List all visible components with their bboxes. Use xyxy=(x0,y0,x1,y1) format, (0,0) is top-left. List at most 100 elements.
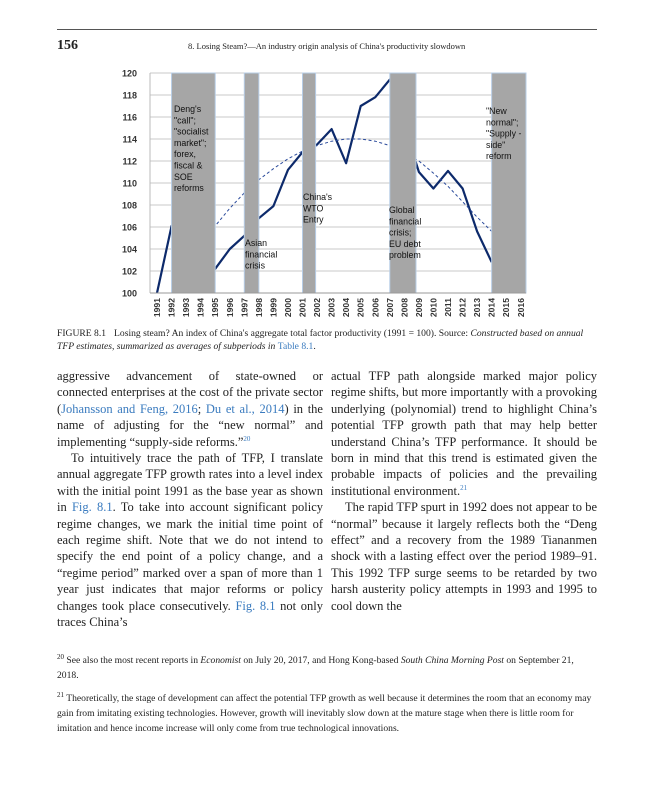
footnote-ref[interactable]: 20 xyxy=(243,434,251,443)
body-columns: aggressive advancement of state-owned or… xyxy=(57,368,597,631)
text-run: on September 21, 2018. xyxy=(57,654,574,681)
tfp-index-chart: 100102104106108110112114116118120Deng's"… xyxy=(122,69,527,317)
paragraph: aggressive advancement of state-owned or… xyxy=(57,368,323,450)
italic-text: Economist xyxy=(200,654,241,666)
y-tick-label: 114 xyxy=(122,135,137,145)
figure-caption: FIGURE 8.1 Losing steam? An index of Chin… xyxy=(57,327,597,353)
italic-text: South China Morning Post xyxy=(400,654,504,666)
citation-link[interactable]: Johansson and Feng, 2016 xyxy=(61,401,198,416)
x-tick-label: 2010 xyxy=(428,298,438,317)
x-tick-label: 2008 xyxy=(399,298,409,317)
x-tick-label: 1996 xyxy=(225,298,235,317)
x-tick-label: 2002 xyxy=(312,298,322,317)
x-tick-label: 2015 xyxy=(501,298,511,317)
caption-source: Constructed based on annual TFP estimate… xyxy=(57,328,584,352)
y-tick-label: 100 xyxy=(122,289,137,299)
x-tick-label: 1998 xyxy=(254,298,264,317)
x-tick-label: 1993 xyxy=(181,298,191,317)
regime-annotation: side" xyxy=(486,140,505,150)
shaded-regime-period xyxy=(302,72,317,294)
footnote-number: 20 xyxy=(57,652,64,661)
regime-annotation: reforms xyxy=(174,183,204,193)
regime-annotation: fiscal & xyxy=(174,161,202,171)
regime-annotation: Asian xyxy=(245,238,267,248)
regime-annotation: "New xyxy=(486,106,507,116)
y-tick-label: 102 xyxy=(122,267,137,277)
regime-annotation: crisis; xyxy=(389,228,411,238)
caption-end: . xyxy=(313,341,316,352)
x-tick-label: 2000 xyxy=(283,298,293,317)
caption-text: Losing steam? An index of China's aggreg… xyxy=(114,328,471,339)
x-tick-label: 2009 xyxy=(414,298,424,317)
x-tick-label: 1994 xyxy=(196,298,206,317)
regime-annotation: crisis xyxy=(245,261,266,271)
citation-link[interactable]: Du et al., 2014 xyxy=(205,401,285,416)
text-run: To intuitively trace the path of TFP, I … xyxy=(57,451,323,515)
text-run: on July 20, 2017, and Hong Kong-based xyxy=(240,654,401,666)
regime-annotation: financial xyxy=(389,216,421,226)
footnote-ref[interactable]: 21 xyxy=(460,483,468,492)
regime-annotation: forex, xyxy=(174,149,196,159)
running-head: 8. Losing Steam?—An industry origin anal… xyxy=(188,41,466,51)
text-run: not only traces China’s xyxy=(57,598,324,630)
x-tick-label: 2004 xyxy=(341,298,351,317)
regime-annotation: China's xyxy=(303,192,333,202)
text-run: See also the most recent reports in xyxy=(66,654,201,666)
header-rule xyxy=(57,29,597,30)
footnote-21: 21 Theoretically, the stage of developme… xyxy=(57,691,597,736)
y-tick-label: 106 xyxy=(122,223,137,233)
regime-annotation: Deng's xyxy=(174,104,202,114)
citation-link[interactable]: Fig. 8.1 xyxy=(71,500,113,515)
text-run: aggressive advancement of state-owned or… xyxy=(57,369,323,416)
text-run: ; xyxy=(197,401,206,416)
y-tick-label: 110 xyxy=(122,179,137,189)
body-flow: aggressive advancement of state-owned or… xyxy=(57,368,597,744)
shaded-regime-period xyxy=(491,72,527,294)
regime-annotation: Entry xyxy=(303,215,324,225)
paragraph: To intuitively trace the path of TFP, I … xyxy=(57,450,323,630)
footnote-20: 20 See also the most recent reports in E… xyxy=(57,653,597,683)
y-tick-label: 112 xyxy=(122,157,137,167)
y-tick-label: 104 xyxy=(122,245,137,255)
regime-annotation: normal"; xyxy=(486,117,518,127)
footnotes: 20 See also the most recent reports in E… xyxy=(57,653,597,744)
regime-annotation: "call"; xyxy=(174,115,196,125)
regime-annotation: EU debt xyxy=(389,239,421,249)
text-run: The rapid TFP spurt in 1992 does not app… xyxy=(331,500,597,613)
shaded-regime-period xyxy=(171,72,216,294)
body-column-left: aggressive advancement of state-owned or… xyxy=(57,368,323,631)
x-tick-label: 2012 xyxy=(458,298,468,317)
x-tick-label: 1991 xyxy=(152,298,162,317)
x-tick-label: 2005 xyxy=(356,298,366,317)
footnote-number: 21 xyxy=(57,690,64,699)
x-tick-label: 2013 xyxy=(472,298,482,317)
table-link[interactable]: Table 8.1 xyxy=(277,341,314,352)
y-tick-label: 118 xyxy=(122,91,137,101)
x-tick-label: 1992 xyxy=(167,298,177,317)
regime-annotation: "socialist xyxy=(174,127,209,137)
regime-annotation: problem xyxy=(389,250,421,260)
citation-link[interactable]: Fig. 8.1 xyxy=(235,598,276,613)
x-tick-label: 1997 xyxy=(239,298,249,317)
trend-line xyxy=(171,138,493,294)
regime-annotation: WTO xyxy=(303,203,324,213)
regime-annotation: financial xyxy=(245,249,277,259)
regime-annotation: market"; xyxy=(174,138,206,148)
x-tick-label: 1995 xyxy=(210,298,220,317)
x-tick-label: 2007 xyxy=(385,298,395,317)
regime-annotation: Global xyxy=(389,205,414,215)
x-tick-label: 2006 xyxy=(370,298,380,317)
regime-annotation: reform xyxy=(486,151,511,161)
y-tick-label: 120 xyxy=(122,69,137,79)
y-tick-label: 116 xyxy=(122,113,137,123)
x-tick-label: 2003 xyxy=(327,298,337,317)
y-tick-label: 108 xyxy=(122,201,137,211)
page-number: 156 xyxy=(57,38,78,53)
x-tick-label: 2016 xyxy=(516,298,526,317)
x-tick-label: 1999 xyxy=(268,298,278,317)
x-tick-label: 2011 xyxy=(443,298,453,317)
body-column-right: actual TFP path alongside marked major p… xyxy=(331,368,597,614)
paragraph: actual TFP path alongside marked major p… xyxy=(331,368,597,499)
regime-annotation: "Supply - xyxy=(486,129,521,139)
x-tick-label: 2014 xyxy=(487,298,497,317)
